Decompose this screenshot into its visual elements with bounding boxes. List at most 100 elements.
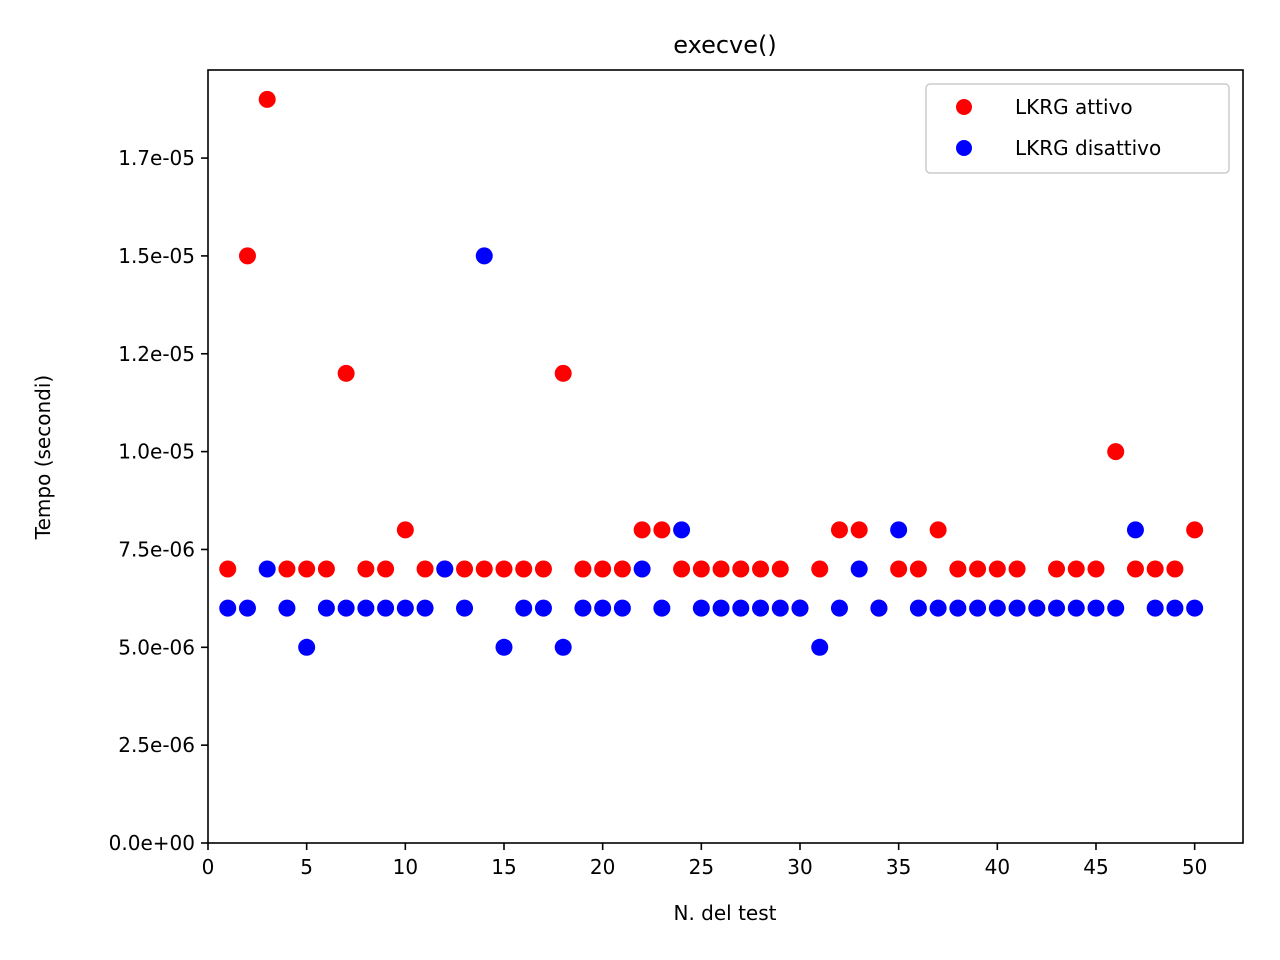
point-lkrg-disattivo (870, 599, 888, 617)
point-lkrg-attivo (416, 560, 434, 578)
x-axis: 0 5 10 15 20 25 30 35 40 45 50 (202, 843, 1207, 879)
point-lkrg-disattivo (969, 599, 987, 617)
point-lkrg-disattivo (219, 599, 237, 617)
legend-label-lkrg-attivo: LKRG attivo (1015, 95, 1133, 119)
y-tick-label: 5.0e-06 (118, 635, 195, 659)
point-lkrg-attivo (357, 560, 375, 578)
point-lkrg-disattivo (830, 599, 848, 617)
point-lkrg-disattivo (1067, 599, 1085, 617)
point-lkrg-attivo (317, 560, 335, 578)
point-lkrg-attivo (712, 560, 730, 578)
y-tick-label: 0.0e+00 (109, 831, 195, 855)
point-lkrg-disattivo (791, 599, 809, 617)
data-points (219, 90, 1204, 656)
point-lkrg-attivo (969, 560, 987, 578)
point-lkrg-disattivo (1087, 599, 1105, 617)
legend-box (925, 83, 1230, 174)
point-lkrg-disattivo (1048, 599, 1066, 617)
point-lkrg-disattivo (317, 599, 335, 617)
y-tick-label: 1.5e-05 (118, 244, 195, 268)
point-lkrg-disattivo (396, 599, 414, 617)
point-lkrg-disattivo (673, 521, 691, 539)
x-tick-label: 20 (590, 855, 615, 879)
point-lkrg-disattivo (1166, 599, 1184, 617)
point-lkrg-attivo (1126, 560, 1144, 578)
point-lkrg-attivo (515, 560, 533, 578)
point-lkrg-attivo (1186, 521, 1204, 539)
point-lkrg-attivo (475, 560, 493, 578)
legend-label-lkrg-disattivo: LKRG disattivo (1015, 136, 1161, 160)
point-lkrg-disattivo (929, 599, 947, 617)
y-tick-label: 7.5e-06 (118, 537, 195, 561)
x-tick-label: 45 (1083, 855, 1108, 879)
point-lkrg-disattivo (890, 521, 908, 539)
point-lkrg-attivo (752, 560, 770, 578)
point-lkrg-disattivo (495, 638, 513, 656)
y-axis-label: Tempo (secondi) (31, 375, 55, 540)
point-lkrg-attivo (238, 247, 256, 265)
point-lkrg-disattivo (1008, 599, 1026, 617)
point-lkrg-attivo (377, 560, 395, 578)
x-tick-label: 35 (886, 855, 911, 879)
point-lkrg-attivo (1008, 560, 1026, 578)
point-lkrg-attivo (396, 521, 414, 539)
x-tick-label: 0 (202, 855, 215, 879)
point-lkrg-attivo (850, 521, 868, 539)
point-lkrg-attivo (1087, 560, 1105, 578)
point-lkrg-disattivo (752, 599, 770, 617)
point-lkrg-attivo (673, 560, 691, 578)
plot-frame (207, 69, 1244, 844)
y-tick-label: 1.0e-05 (118, 440, 195, 464)
y-tick-label: 2.5e-06 (118, 733, 195, 757)
point-lkrg-attivo (949, 560, 967, 578)
point-lkrg-disattivo (377, 599, 395, 617)
point-lkrg-attivo (988, 560, 1006, 578)
point-lkrg-attivo (554, 364, 572, 382)
point-lkrg-disattivo (515, 599, 533, 617)
point-lkrg-disattivo (258, 560, 276, 578)
point-lkrg-disattivo (1028, 599, 1046, 617)
point-lkrg-disattivo (534, 599, 552, 617)
point-lkrg-attivo (929, 521, 947, 539)
point-lkrg-disattivo (416, 599, 434, 617)
point-lkrg-disattivo (949, 599, 967, 617)
point-lkrg-disattivo (278, 599, 296, 617)
x-tick-label: 25 (689, 855, 714, 879)
x-tick-label: 40 (985, 855, 1010, 879)
point-lkrg-attivo (1166, 560, 1184, 578)
point-lkrg-disattivo (692, 599, 710, 617)
y-axis: 0.0e+00 2.5e-06 5.0e-06 7.5e-06 1.0e-05 1.2e-… (109, 146, 208, 855)
point-lkrg-attivo (594, 560, 612, 578)
chart-title: execve() (673, 31, 776, 59)
point-lkrg-attivo (653, 521, 671, 539)
point-lkrg-attivo (613, 560, 631, 578)
x-tick-label: 15 (491, 855, 516, 879)
point-lkrg-attivo (692, 560, 710, 578)
point-lkrg-attivo (1146, 560, 1164, 578)
point-lkrg-disattivo (238, 599, 256, 617)
point-lkrg-attivo (811, 560, 829, 578)
point-lkrg-attivo (258, 90, 276, 108)
point-lkrg-disattivo (357, 599, 375, 617)
point-lkrg-disattivo (771, 599, 789, 617)
point-lkrg-attivo (495, 560, 513, 578)
point-lkrg-disattivo (1186, 599, 1204, 617)
point-lkrg-disattivo (1126, 521, 1144, 539)
point-lkrg-disattivo (436, 560, 454, 578)
legend-marker-lkrg-attivo (956, 99, 972, 115)
point-lkrg-attivo (337, 364, 355, 382)
point-lkrg-attivo (732, 560, 750, 578)
point-lkrg-attivo (298, 560, 316, 578)
x-tick-label: 5 (300, 855, 313, 879)
point-lkrg-disattivo (653, 599, 671, 617)
point-lkrg-disattivo (475, 247, 493, 265)
y-tick-label: 1.2e-05 (118, 342, 195, 366)
x-tick-label: 50 (1182, 855, 1207, 879)
point-lkrg-disattivo (298, 638, 316, 656)
point-lkrg-attivo (1048, 560, 1066, 578)
point-lkrg-disattivo (613, 599, 631, 617)
point-lkrg-disattivo (988, 599, 1006, 617)
point-lkrg-disattivo (732, 599, 750, 617)
point-lkrg-attivo (1067, 560, 1085, 578)
